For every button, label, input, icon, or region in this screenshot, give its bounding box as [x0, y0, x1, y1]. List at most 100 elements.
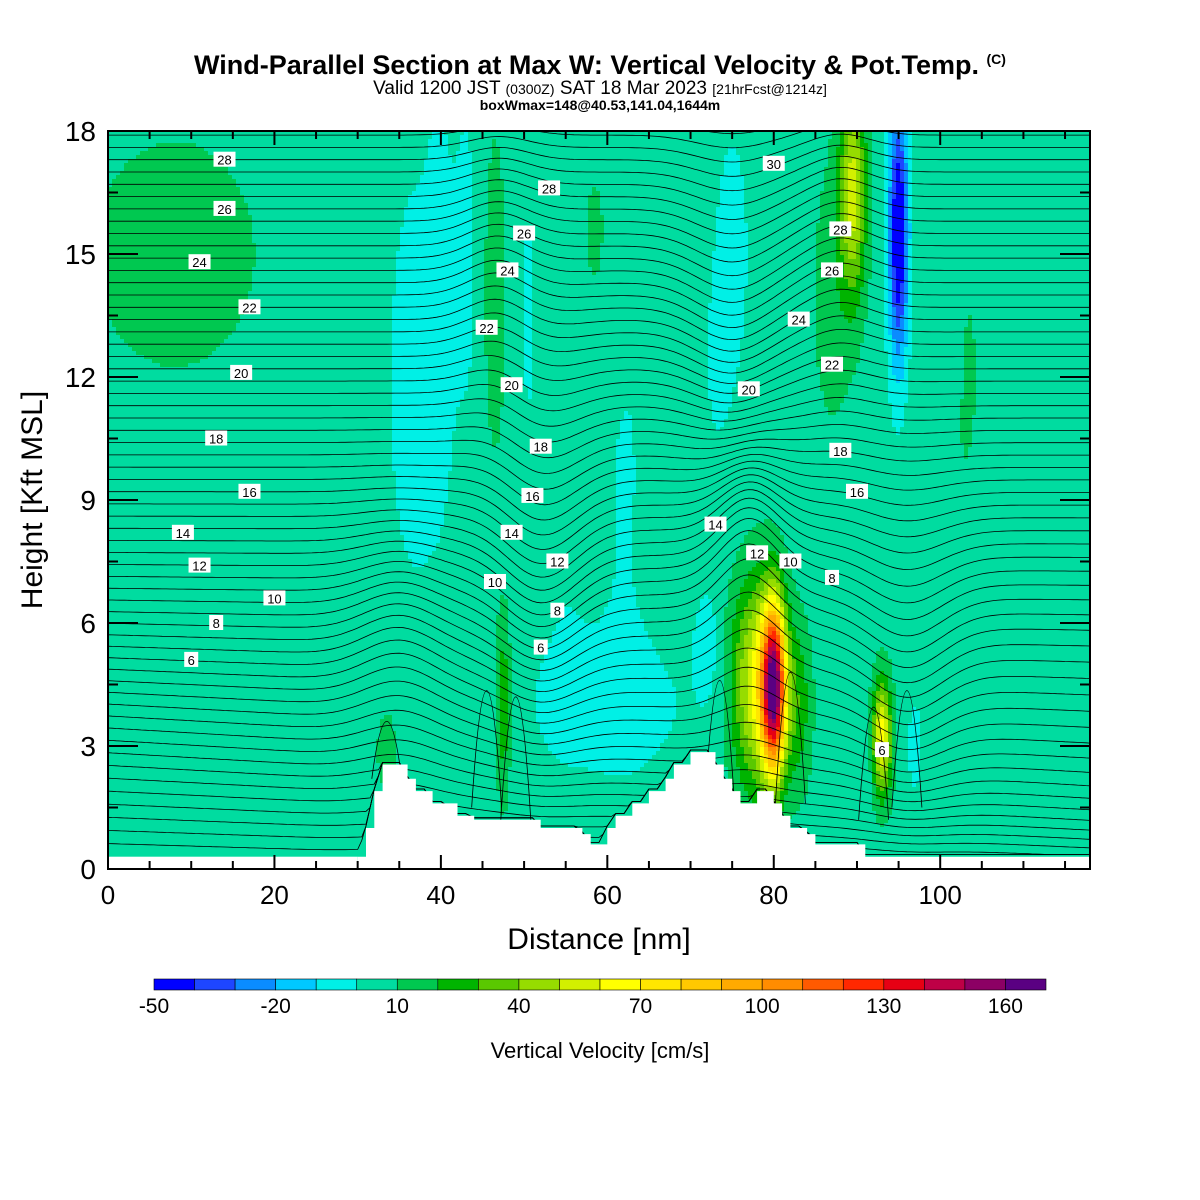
colorbar-tick-label: 130 — [866, 995, 901, 1018]
x-tick-label: 60 — [593, 880, 622, 910]
contour-label-text: 18 — [534, 440, 548, 455]
colorbar-swatch — [600, 979, 641, 990]
cross-section-chart: 28 26 24 22 20 18 16 14 12 10 8 6 28 26 24 22 20 18 16 14 12… — [0, 0, 1200, 1200]
y-tick-label: 9 — [80, 485, 96, 516]
contour-label-text: 16 — [525, 489, 539, 504]
y-tick-label: 15 — [65, 239, 96, 270]
contour-label-36: 6 — [875, 742, 889, 758]
x-tick-label: 20 — [260, 880, 289, 910]
colorbar-swatch — [235, 979, 276, 990]
y-tick-label: 6 — [80, 608, 96, 639]
colorbar-swatch — [276, 979, 317, 990]
contour-label-21: 10 — [484, 574, 506, 590]
contour-label-18: 16 — [521, 488, 543, 504]
colorbar-swatch — [519, 979, 560, 990]
colorbar-tick-label: -20 — [260, 995, 290, 1018]
contour-label-13: 26 — [513, 226, 535, 242]
contour-label-text: 6 — [537, 641, 544, 656]
velocity-field — [108, 131, 1093, 872]
contour-label-22: 8 — [550, 603, 564, 619]
colorbar-swatch — [478, 979, 519, 990]
contour-label-0: 28 — [214, 152, 236, 168]
contour-label-text: 16 — [242, 485, 256, 500]
colorbar-swatch — [357, 979, 398, 990]
colorbar-tick-label: -50 — [139, 995, 169, 1018]
colorbar-tick-label: 10 — [386, 995, 409, 1018]
contour-label-text: 10 — [783, 555, 797, 570]
contour-label-24: 30 — [763, 156, 785, 172]
contour-label-20: 12 — [546, 554, 568, 570]
colorbar-swatch — [803, 979, 844, 990]
colorbar-tick-label: 70 — [629, 995, 652, 1018]
contour-label-text: 6 — [878, 743, 885, 758]
x-tick-label: 80 — [759, 880, 788, 910]
contour-label-4: 20 — [230, 365, 252, 381]
contour-label-text: 20 — [504, 378, 518, 393]
contour-label-text: 18 — [209, 432, 223, 447]
colorbar-swatch — [438, 979, 479, 990]
contour-label-32: 14 — [705, 517, 727, 533]
contour-label-1: 26 — [214, 201, 236, 217]
colorbar-swatch — [722, 979, 763, 990]
contour-label-31: 16 — [846, 484, 868, 500]
contour-label-text: 28 — [217, 153, 231, 168]
colorbar-swatch — [762, 979, 803, 990]
contour-label-27: 24 — [788, 312, 810, 328]
contour-label-26: 26 — [821, 262, 843, 278]
colorbar-swatch — [965, 979, 1006, 990]
contour-label-17: 18 — [530, 439, 552, 455]
contour-label-text: 10 — [267, 591, 281, 606]
contour-label-text: 6 — [188, 653, 195, 668]
contour-label-text: 12 — [192, 559, 206, 574]
contour-label-35: 8 — [825, 570, 839, 586]
contour-label-9: 10 — [263, 590, 285, 606]
contour-label-12: 28 — [538, 180, 560, 196]
colorbar-swatch — [154, 979, 195, 990]
contour-label-text: 24 — [500, 263, 514, 278]
y-tick-label: 12 — [65, 362, 96, 393]
contour-label-text: 24 — [192, 255, 206, 270]
contour-label-6: 16 — [238, 484, 260, 500]
colorbar-swatch — [195, 979, 236, 990]
colorbar-tick-label: 160 — [988, 995, 1023, 1018]
contour-label-text: 26 — [217, 202, 231, 217]
contour-label-text: 26 — [825, 263, 839, 278]
colorbar-swatch — [316, 979, 357, 990]
x-tick-label: 0 — [101, 880, 115, 910]
contour-label-34: 10 — [779, 554, 801, 570]
contour-label-text: 8 — [554, 604, 561, 619]
contour-label-28: 22 — [821, 357, 843, 373]
contour-label-15: 22 — [476, 320, 498, 336]
contour-label-10: 8 — [209, 615, 223, 631]
y-tick-label: 0 — [80, 854, 96, 885]
colorbar-swatch — [641, 979, 682, 990]
colorbar-swatch — [843, 979, 884, 990]
contour-label-33: 12 — [746, 545, 768, 561]
colorbar-label: Vertical Velocity [cm/s] — [491, 1038, 710, 1063]
contour-label-text: 18 — [833, 444, 847, 459]
contour-label-text: 28 — [833, 222, 847, 237]
contour-label-text: 20 — [234, 366, 248, 381]
colorbar-swatch — [1005, 979, 1046, 990]
contour-label-text: 14 — [708, 518, 722, 533]
contour-label-text: 12 — [750, 546, 764, 561]
contour-label-29: 20 — [738, 381, 760, 397]
contour-label-text: 20 — [742, 382, 756, 397]
colorbar-swatch — [681, 979, 722, 990]
contour-label-7: 14 — [172, 525, 194, 541]
contour-label-16: 20 — [501, 377, 523, 393]
contour-label-8: 12 — [189, 558, 211, 574]
contour-label-text: 28 — [542, 181, 556, 196]
contour-label-30: 18 — [829, 443, 851, 459]
contour-label-text: 22 — [825, 358, 839, 373]
contour-label-text: 14 — [176, 526, 190, 541]
contour-label-23: 6 — [534, 640, 548, 656]
contour-label-text: 12 — [550, 555, 564, 570]
colorbar: -50 -20 10 40 70 100 130 160 — [139, 979, 1046, 1018]
y-tick-label: 18 — [65, 116, 96, 147]
y-tick-label: 3 — [80, 731, 96, 762]
contour-label-2: 24 — [189, 254, 211, 270]
contour-label-text: 26 — [517, 227, 531, 242]
contour-label-text: 22 — [242, 300, 256, 315]
colorbar-swatch — [397, 979, 438, 990]
